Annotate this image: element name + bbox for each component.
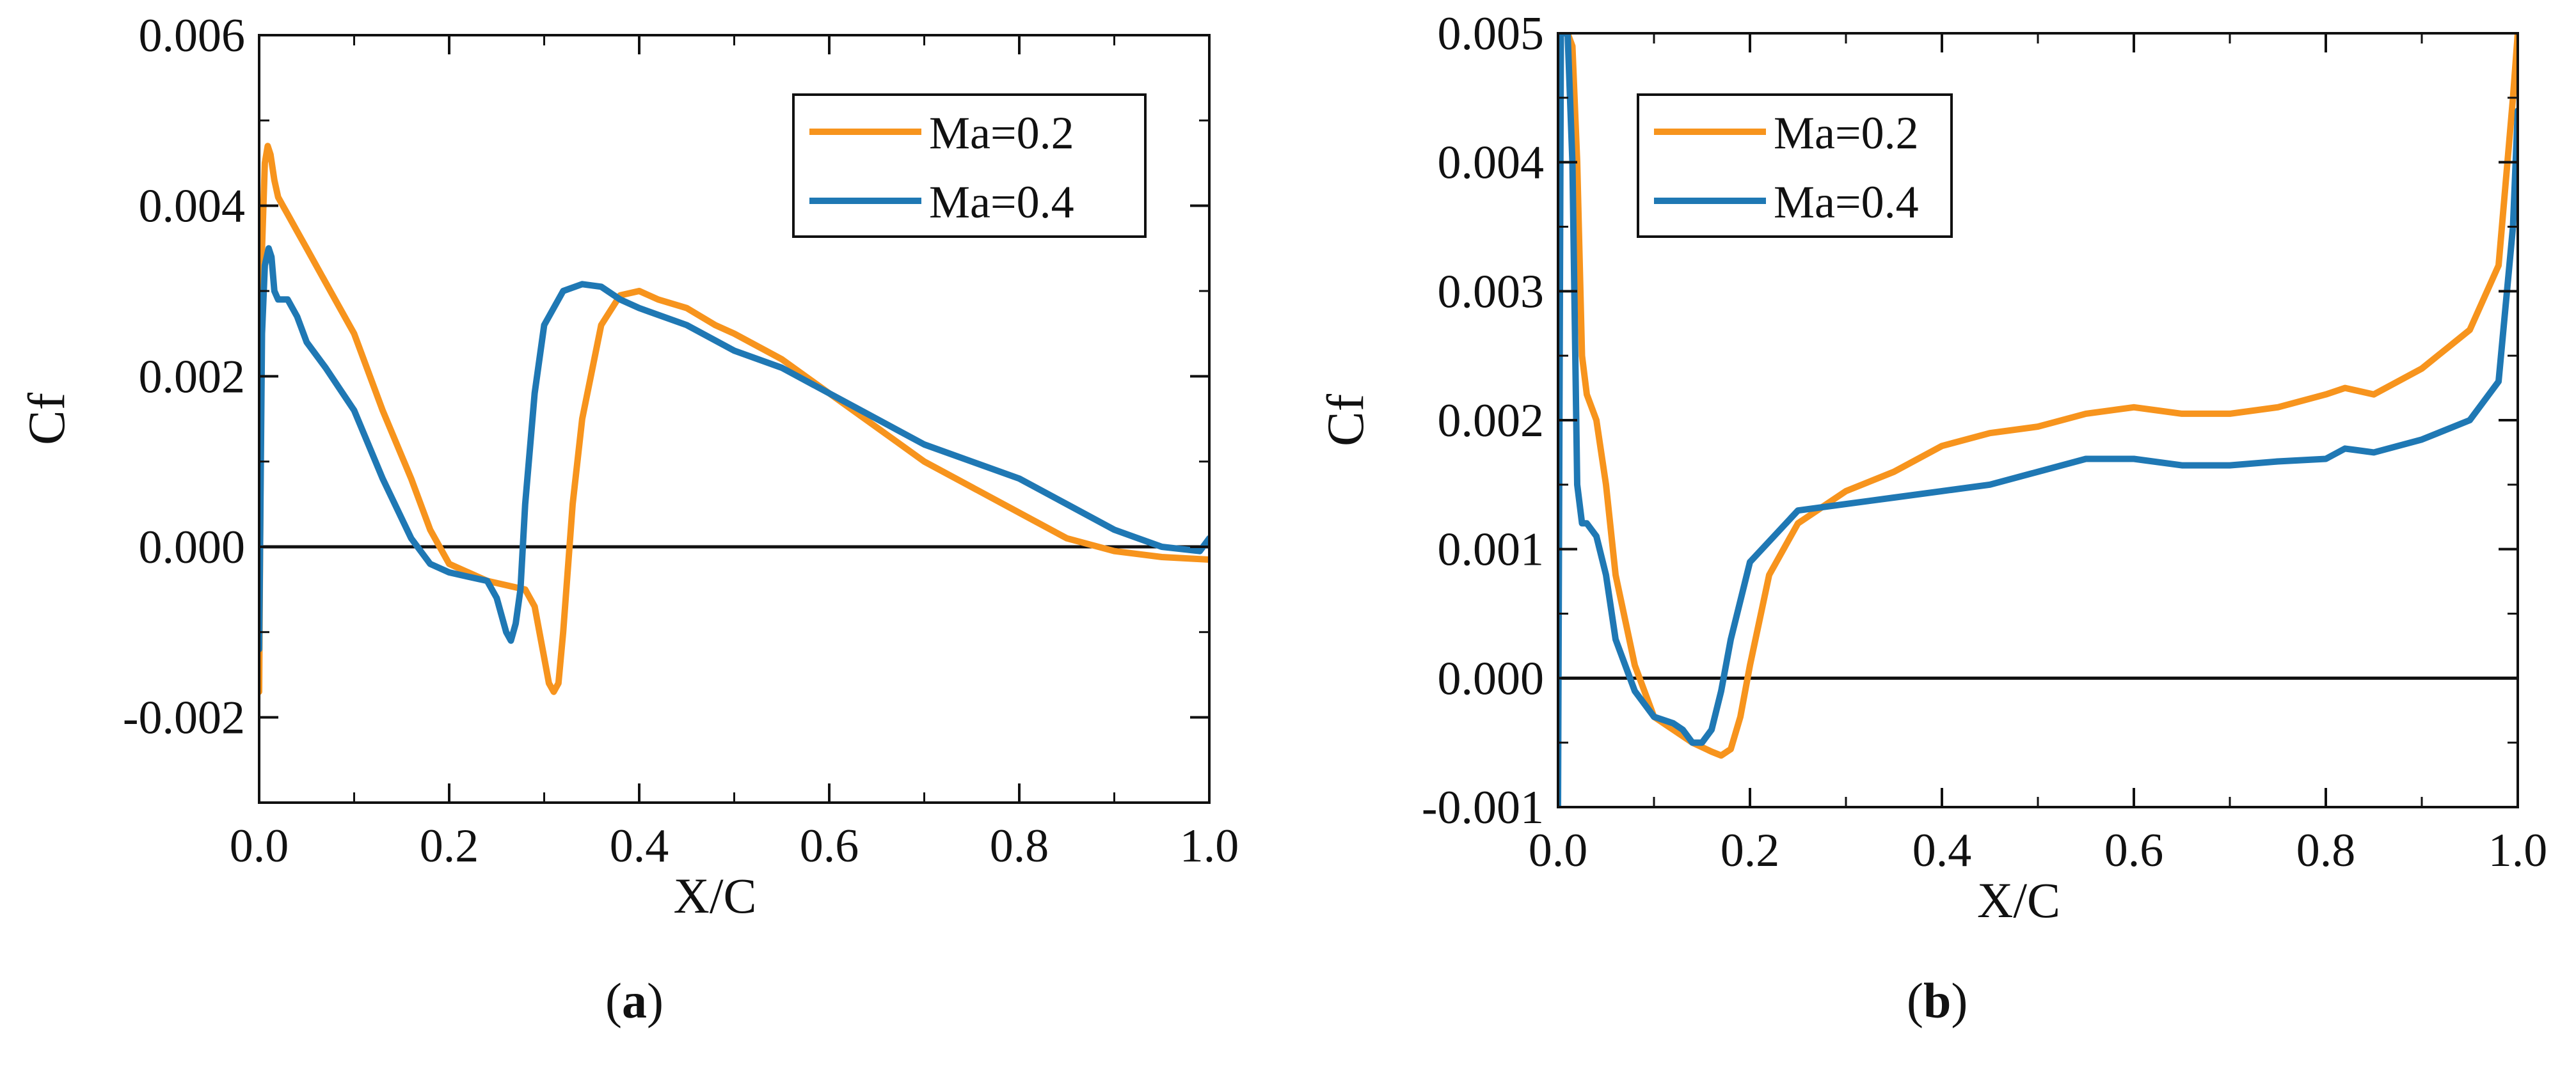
x-tick-label: 0.0	[1529, 824, 1588, 877]
x-tick-label: 0.4	[610, 820, 669, 872]
chart-a: 0.0 0.2 0.4 0.6 0.8 1.0 -0.002 0.000 0.002 0.004 0…	[17, 10, 1239, 924]
y-tick-label: 0.003	[1438, 265, 1545, 318]
x-tick-label: 0.4	[1912, 824, 1972, 877]
y-tick-label: 0.002	[1438, 395, 1545, 447]
series-line-ma04	[1558, 33, 2518, 807]
x-tick-label: 1.0	[1180, 820, 1239, 872]
x-tick-label: 0.2	[420, 820, 479, 872]
x-tick-label: 0.8	[2296, 824, 2356, 877]
legend-label: Ma=0.2	[1774, 107, 1919, 159]
x-tick-label: 0.2	[1721, 824, 1780, 877]
y-tick-label: 0.004	[139, 180, 246, 233]
chart-b: 0.0 0.2 0.4 0.6 0.8 1.0 -0.001 0.000 0.001 0.002 0…	[1316, 8, 2547, 928]
legend: Ma=0.2 Ma=0.4	[792, 93, 1147, 238]
y-tick-label: 0.001	[1438, 524, 1545, 576]
legend-box	[792, 93, 1147, 238]
panel-label-b: (b)	[1907, 973, 1968, 1028]
y-axis-label: Cf	[1316, 393, 1374, 446]
y-axis-label: Cf	[17, 392, 76, 445]
x-axis-label: X/C	[673, 868, 756, 924]
legend: Ma=0.2 Ma=0.4	[1637, 93, 1953, 238]
panel-label-a: (a)	[605, 973, 664, 1028]
y-tick-label: 0.002	[139, 350, 246, 403]
y-tick-label: 0.005	[1438, 8, 1545, 60]
legend-box	[1637, 93, 1953, 238]
y-tick-label: 0.000	[1438, 652, 1545, 705]
y-tick-label: 0.006	[139, 10, 246, 62]
x-tick-label: 0.0	[230, 820, 289, 872]
x-tick-label: 0.6	[800, 820, 859, 872]
x-tick-label: 0.8	[990, 820, 1049, 872]
y-tick-label: -0.001	[1422, 782, 1544, 834]
series-line-ma02	[1558, 33, 2518, 759]
y-tick-label: 0.004	[1438, 137, 1545, 189]
series-line-ma04	[259, 245, 1209, 652]
legend-label: Ma=0.4	[929, 177, 1074, 228]
y-tick-label: -0.002	[123, 692, 245, 744]
x-tick-label: 1.0	[2488, 824, 2548, 877]
legend-label: Ma=0.4	[1774, 177, 1919, 228]
series-line-ma02	[259, 143, 1209, 695]
y-tick-label: 0.000	[139, 521, 246, 574]
legend-label: Ma=0.2	[929, 107, 1074, 159]
x-tick-label: 0.6	[2104, 824, 2164, 877]
x-axis-label: X/C	[1977, 872, 2060, 928]
